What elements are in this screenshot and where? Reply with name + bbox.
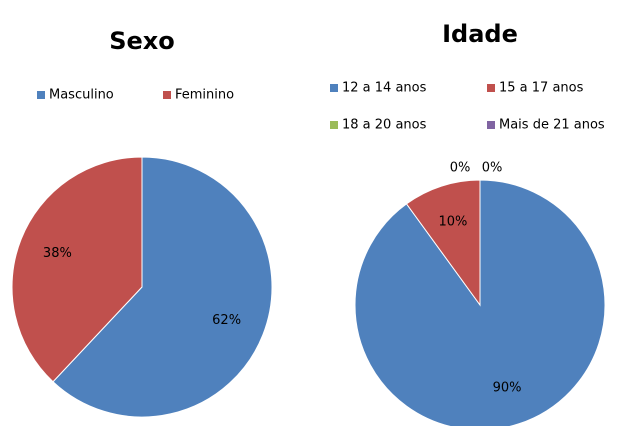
legend-swatch	[487, 121, 495, 129]
legend-label: 18 a 20 anos	[342, 118, 427, 133]
chart-title: Sexo	[109, 27, 175, 55]
legend-label: Masculino	[49, 88, 114, 103]
pie-slice	[11, 156, 143, 383]
legend-label: Feminino	[175, 88, 234, 103]
legend-swatch	[330, 84, 338, 92]
data-label: 62%	[212, 313, 241, 328]
data-label: 10%	[439, 214, 468, 229]
legend-label: 12 a 14 anos	[342, 81, 427, 96]
legend-swatch	[330, 121, 338, 129]
legend-swatch	[37, 91, 45, 99]
legend-swatch	[163, 91, 171, 99]
pie-slice	[405, 179, 481, 307]
legend-label: Mais de 21 anos	[499, 118, 605, 133]
data-label: 90%	[493, 381, 522, 396]
legend-label: 15 a 17 anos	[499, 81, 584, 96]
pie-slice	[52, 156, 273, 418]
chart-title: Idade	[442, 20, 518, 48]
legend-swatch	[487, 84, 495, 92]
data-label: 0%	[482, 161, 503, 176]
data-label: 0%	[450, 161, 471, 176]
data-label: 38%	[43, 246, 72, 261]
